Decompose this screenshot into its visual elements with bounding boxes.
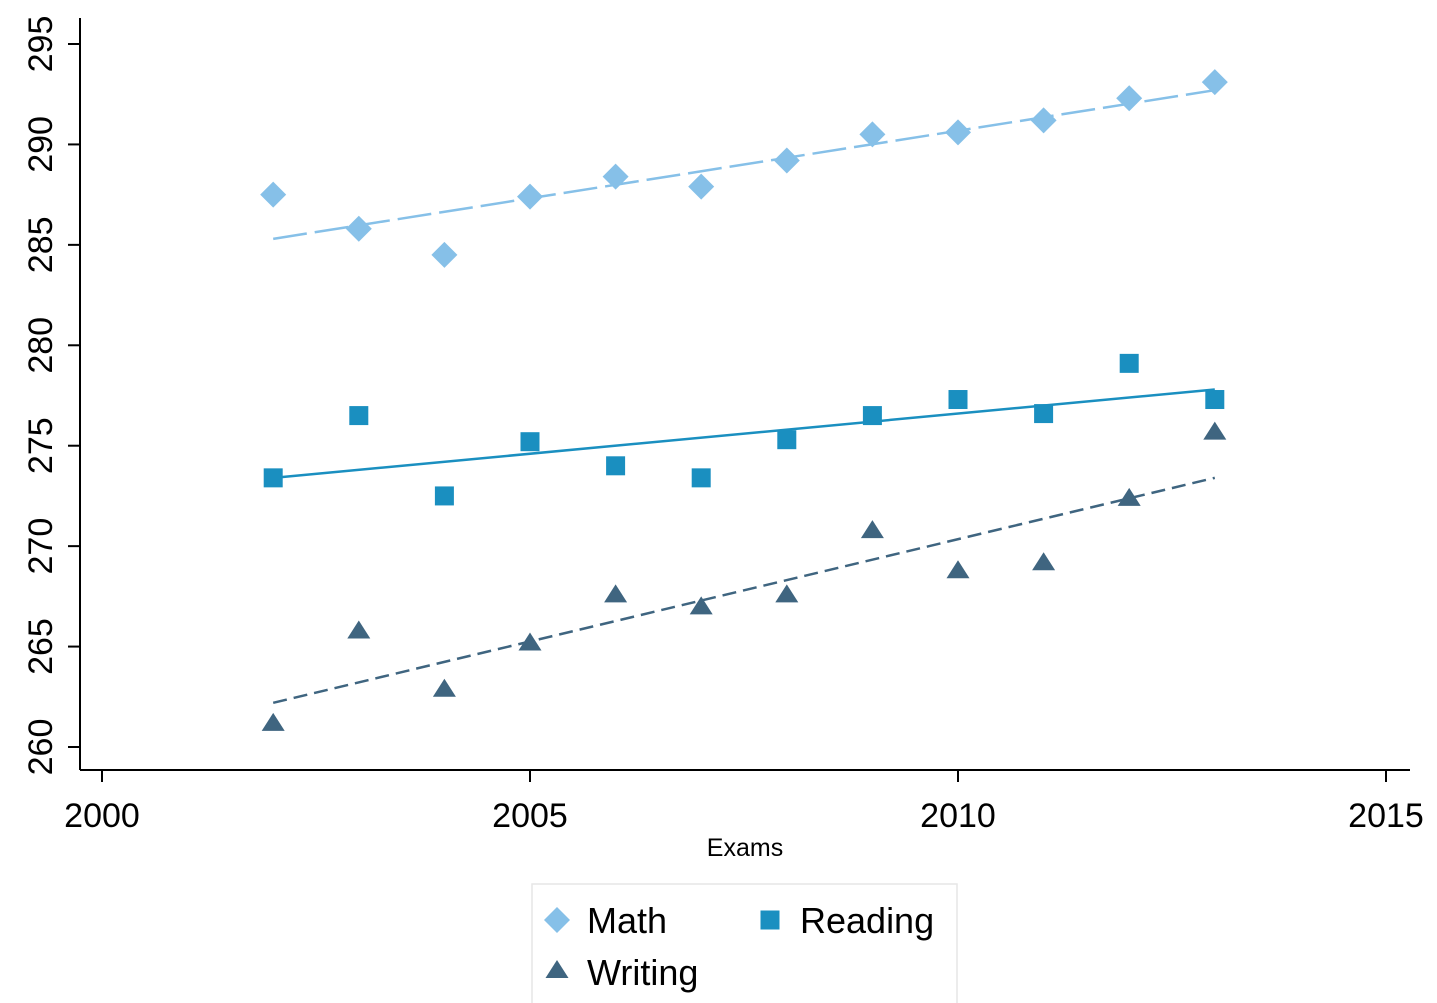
reading-point bbox=[777, 430, 797, 450]
x-tick-label: 2000 bbox=[64, 797, 140, 835]
math-point bbox=[602, 163, 629, 190]
writing-point bbox=[261, 712, 285, 731]
writing-point bbox=[432, 678, 456, 697]
legend-label-writing: Writing bbox=[587, 952, 698, 993]
writing-point bbox=[946, 560, 970, 579]
math-point bbox=[688, 173, 715, 200]
writing-point bbox=[1203, 421, 1227, 440]
math-point bbox=[517, 183, 543, 210]
math-point bbox=[431, 241, 458, 268]
writing-point bbox=[347, 620, 371, 639]
reading-point bbox=[606, 456, 626, 476]
writing-point bbox=[518, 632, 542, 651]
y-tick-label: 295 bbox=[22, 16, 60, 73]
reading-point bbox=[691, 468, 711, 488]
math-point bbox=[1030, 107, 1057, 134]
reading-point bbox=[948, 390, 968, 410]
y-tick-label: 285 bbox=[22, 216, 60, 273]
writing-point bbox=[860, 520, 884, 539]
legend-label-math: Math bbox=[587, 900, 667, 941]
x-tick-label: 2005 bbox=[492, 797, 568, 835]
writing-point bbox=[1032, 552, 1056, 571]
y-tick-label: 280 bbox=[22, 317, 60, 374]
reading-point bbox=[1205, 390, 1225, 410]
writing-point bbox=[604, 584, 628, 603]
writing-fit-line bbox=[272, 476, 1216, 705]
reading-point bbox=[1034, 404, 1054, 424]
x-axis-title: Exams bbox=[707, 834, 783, 862]
x-tick-label: 2015 bbox=[1348, 797, 1424, 835]
y-tick-label: 290 bbox=[22, 116, 60, 173]
math-point bbox=[1201, 69, 1228, 96]
fit-lines bbox=[272, 88, 1216, 705]
y-tick-label: 270 bbox=[22, 518, 60, 575]
axes: 260 265 270 275 280 285 290 295 2000 2005 2010 2015 bbox=[22, 16, 1424, 835]
writing-point bbox=[775, 584, 799, 603]
legend-marker-reading bbox=[760, 910, 780, 930]
legend-marker-writing bbox=[545, 960, 569, 978]
math-point bbox=[773, 147, 800, 174]
math-fit-line bbox=[273, 88, 1215, 241]
reading-point bbox=[263, 468, 283, 488]
reading-point bbox=[349, 406, 369, 426]
y-tick-label: 275 bbox=[22, 417, 60, 474]
reading-point bbox=[862, 406, 882, 426]
y-tick-label: 260 bbox=[22, 719, 60, 776]
math-point bbox=[260, 181, 287, 208]
math-point bbox=[1116, 85, 1143, 112]
legend-box bbox=[531, 883, 958, 1003]
legend-label-reading: Reading bbox=[800, 900, 934, 941]
reading-point bbox=[520, 432, 540, 452]
data-points bbox=[260, 69, 1228, 731]
legend: Math Reading Writing bbox=[531, 883, 958, 1003]
reading-point bbox=[434, 486, 454, 506]
reading-point bbox=[1119, 353, 1139, 373]
reading-fit-line bbox=[273, 388, 1215, 480]
math-point bbox=[859, 121, 886, 148]
x-tick-label: 2010 bbox=[920, 797, 996, 835]
math-point bbox=[945, 119, 971, 146]
writing-point bbox=[689, 596, 713, 615]
legend-marker-math bbox=[544, 907, 570, 933]
y-tick-label: 265 bbox=[22, 618, 60, 675]
math-point bbox=[345, 215, 372, 242]
writing-point bbox=[1117, 487, 1141, 506]
